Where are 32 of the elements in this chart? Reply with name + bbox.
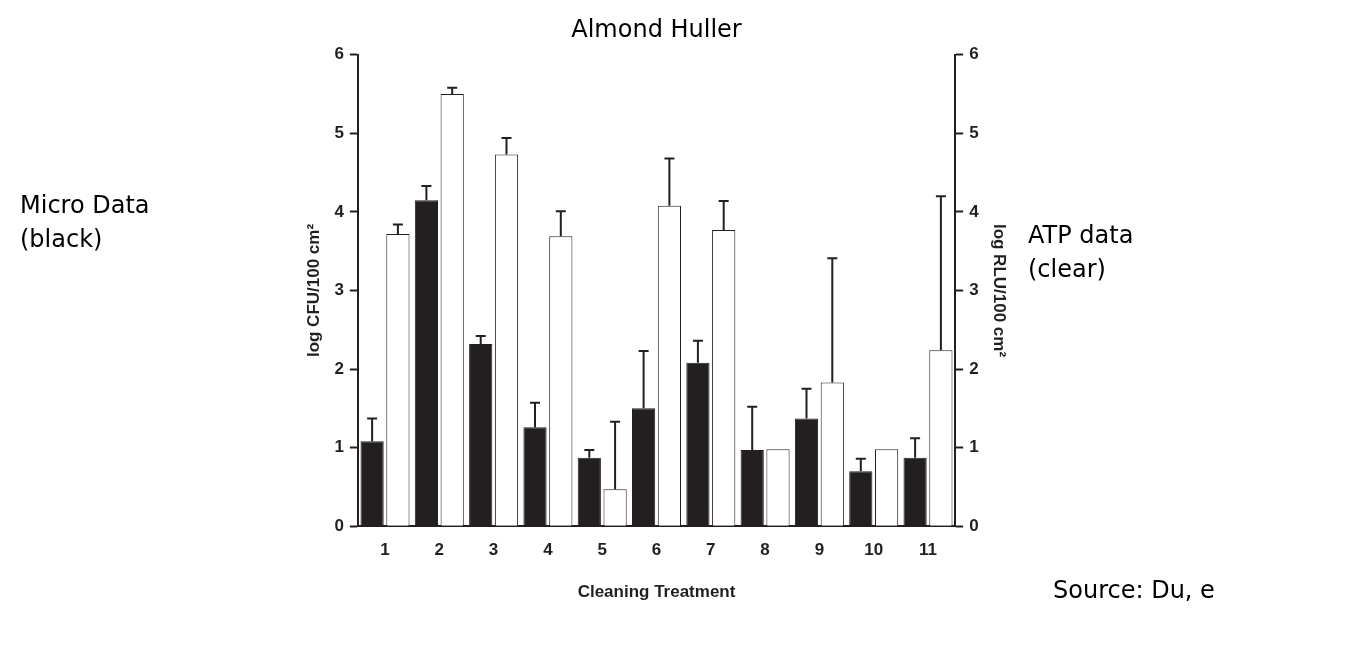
text: ATP data (clear) (1028, 220, 1134, 285)
x-tick-label: 1 (380, 540, 390, 560)
chart-title: Almond Huller (571, 14, 742, 43)
y2-tick-label: 2 (969, 358, 979, 378)
text: Micro Data (black) (20, 190, 150, 255)
y2-tick-label: 4 (969, 201, 980, 221)
source-note: Source: Du, e (1053, 575, 1215, 606)
x-tick-label: 7 (706, 540, 716, 560)
y2-tick-label: 1 (969, 437, 979, 457)
y2-tick-label: 3 (969, 280, 979, 300)
y-tick-label: 6 (334, 44, 344, 64)
x-tick-label: 4 (543, 540, 554, 560)
x-tick-label: 9 (814, 540, 825, 560)
y2-axis-title: log RLU/100 cm² (990, 223, 1010, 358)
y-tick-label: 3 (334, 280, 344, 300)
x-tick-label: 6 (651, 540, 662, 560)
x-tick-label: 10 (864, 540, 884, 560)
x-tick-label: 5 (597, 540, 607, 560)
y2-tick-label: 0 (969, 515, 979, 535)
x-tick-label: 3 (488, 540, 499, 560)
x-tick-label: 11 (919, 540, 937, 560)
x-tick-label: 8 (760, 540, 770, 560)
y2-tick-label: 5 (969, 123, 979, 143)
x-tick-label: 2 (434, 540, 445, 560)
y-tick-label: 4 (334, 201, 345, 221)
y-axis-title: log CFU/100 cm² (303, 223, 323, 358)
y2-tick-label: 6 (969, 44, 979, 64)
y-tick-label: 1 (334, 437, 344, 457)
x-axis-title: Cleaning Treatment (577, 582, 736, 602)
y-tick-label: 0 (334, 515, 344, 535)
y-tick-label: 2 (334, 358, 344, 378)
y-tick-label: 5 (334, 123, 344, 143)
